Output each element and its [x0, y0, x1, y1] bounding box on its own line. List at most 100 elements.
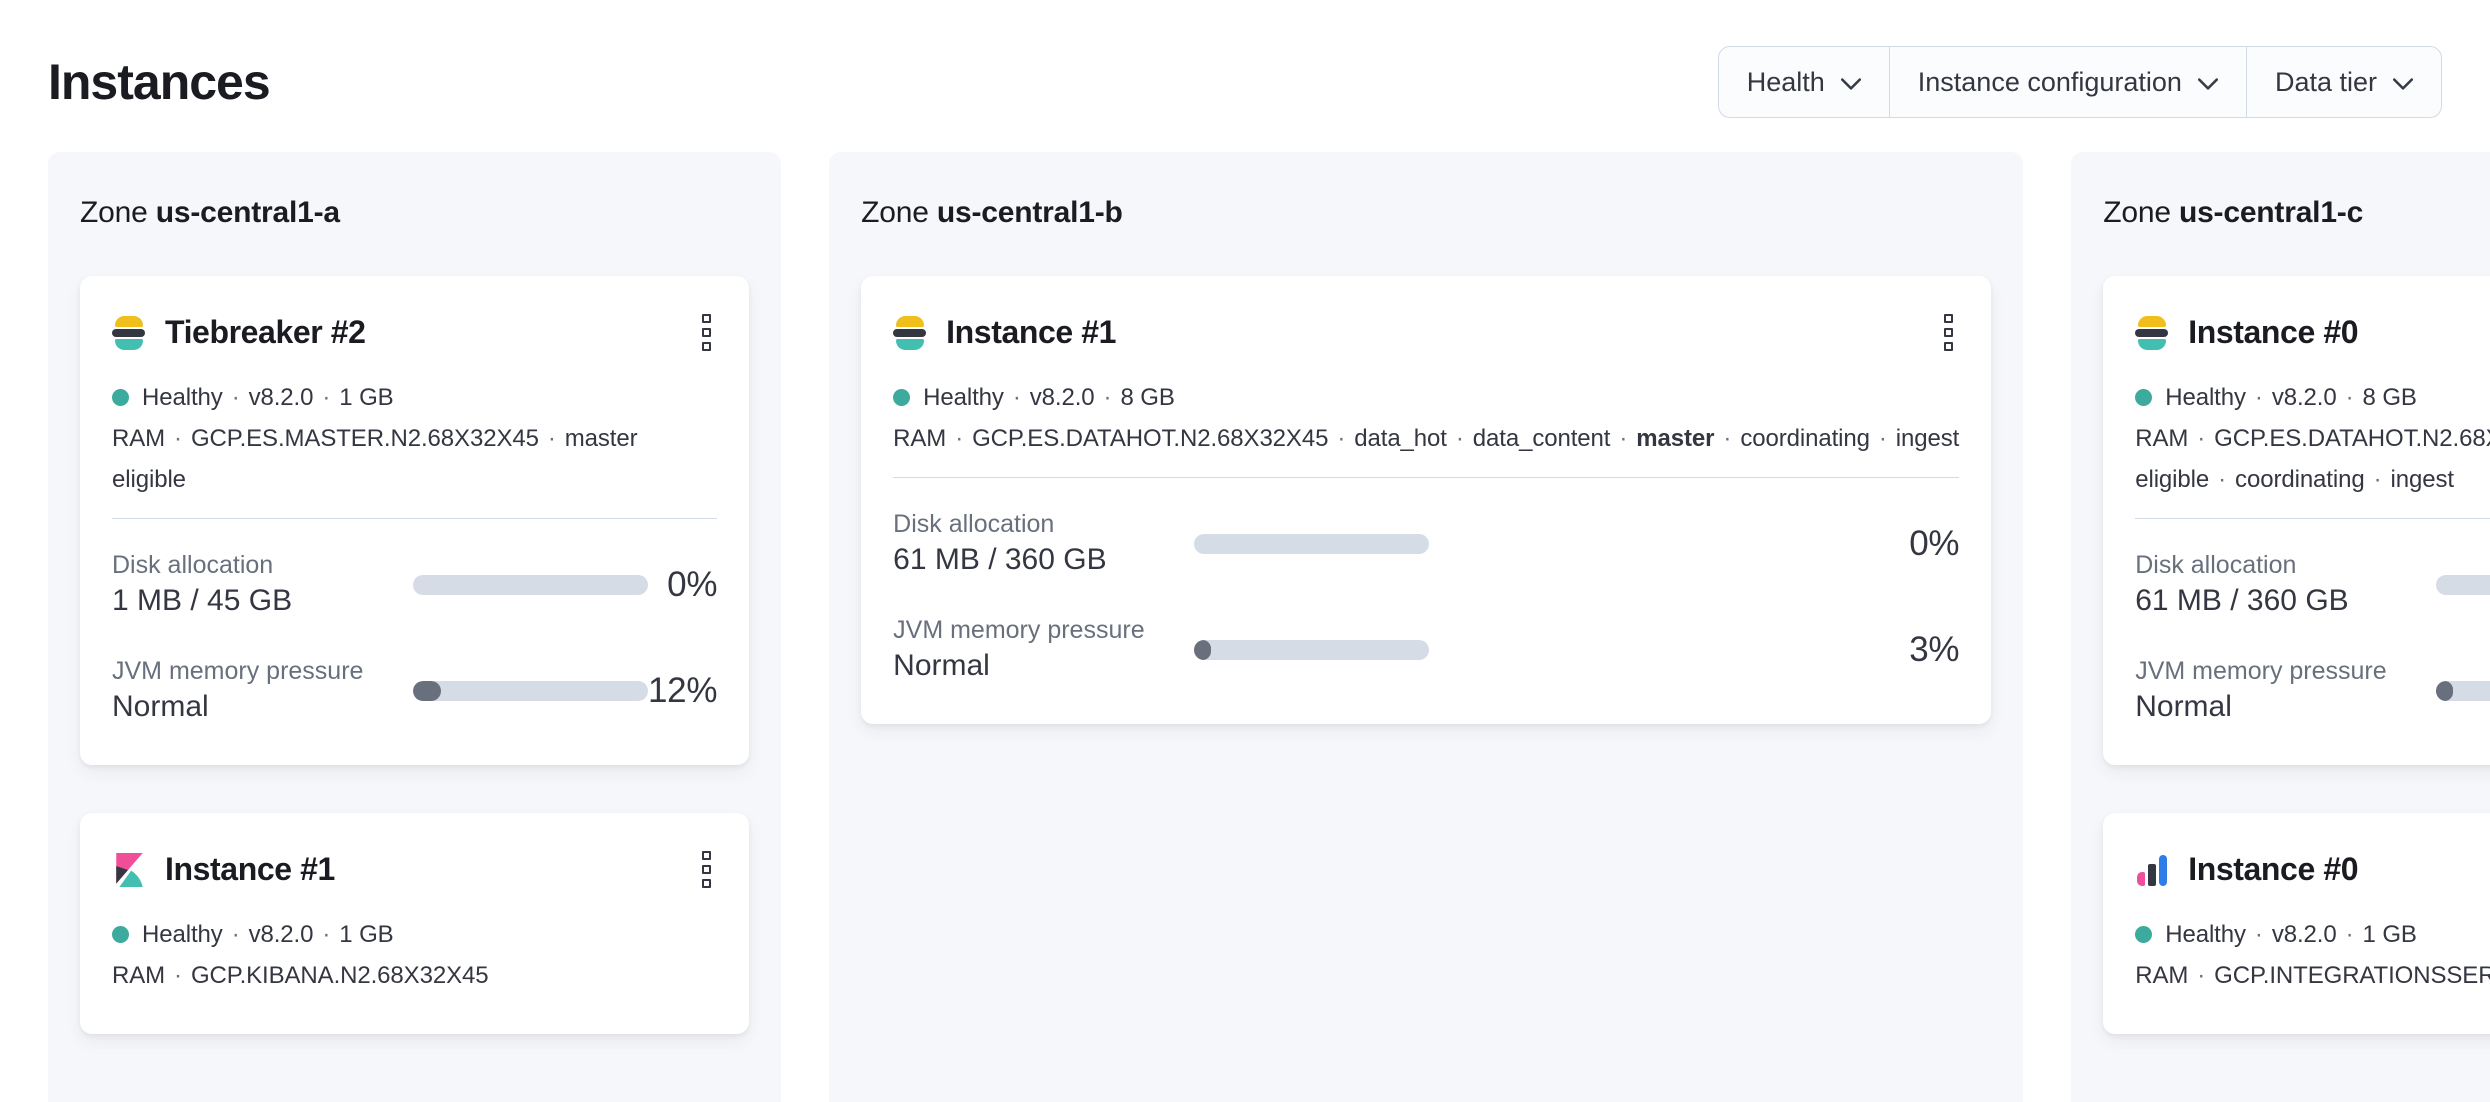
chevron-down-icon — [1840, 77, 1861, 90]
metric-percent: 12% — [648, 671, 718, 710]
chevron-down-icon — [2197, 77, 2218, 90]
zone-cards: Tiebreaker #2 Healthy · v8.2.0 · 1 GB RAM · GC… — [80, 276, 750, 1034]
metric-percent: 0% — [1909, 524, 1960, 563]
zone-panel-us-central1-b: Zone us-central1-b Instance #1 Healthy · v… — [829, 152, 2024, 1102]
zone-cards: Instance #1 Healthy · v8.2.0 · 8 GB RAM · GCP.… — [861, 276, 1992, 724]
card-metrics: Disk allocation 1 MB / 45 GB 0% JVM memo… — [112, 549, 717, 727]
meta-segment: coordinating — [1740, 425, 1870, 452]
meta-segment: v8.2.0 — [248, 384, 314, 411]
card-meta: Healthy · v8.2.0 · 1 GB RAM · GCP.INTEGRATIONS… — [2135, 914, 2490, 996]
metric-row: Disk allocation 61 MB / 360 GB 0% — [2135, 549, 2490, 621]
card-meta: Healthy · v8.2.0 · 8 GB RAM · GCP.ES.DATAHOT.N… — [893, 377, 1959, 459]
metric-value: Normal — [893, 649, 990, 682]
metric-progress-bar — [2436, 575, 2490, 595]
metric-row: JVM memory pressure Normal 3% — [893, 614, 1959, 686]
metric-value: 61 MB / 360 GB — [2135, 584, 2349, 617]
metric-percent: 0% — [667, 565, 718, 604]
meta-segment: ingest — [1895, 425, 1960, 452]
dot-separator: · — [1337, 425, 1346, 452]
card-divider — [112, 518, 718, 519]
filter-label: Instance configuration — [1917, 66, 2182, 97]
dot-separator: · — [2373, 466, 2382, 493]
dot-separator: · — [174, 425, 182, 452]
dot-separator: · — [174, 962, 182, 989]
meta-segment: master eligible — [112, 425, 638, 493]
metric-value: 1 MB / 45 GB — [112, 584, 293, 617]
meta-segment: 1 GB RAM — [112, 921, 394, 989]
meta-segment: master — [1636, 425, 1715, 452]
card-metrics: Disk allocation 61 MB / 360 GB 0% JVM me… — [893, 508, 1959, 686]
dot-separator: · — [1619, 425, 1628, 452]
health-status-label: Healthy — [2165, 921, 2246, 948]
zone-name: us-central1-c — [2178, 196, 2364, 229]
boxes-vertical-icon[interactable] — [1938, 310, 1959, 355]
meta-segment: data_hot — [1354, 425, 1447, 452]
meta-segment: v8.2.0 — [1029, 384, 1095, 411]
dot-separator: · — [2254, 921, 2263, 948]
meta-segment: 1 GB RAM — [112, 384, 394, 452]
dot-separator: · — [547, 425, 556, 452]
filter-label: Health — [1746, 66, 1825, 97]
metric-label: Disk allocation — [2135, 551, 2297, 579]
meta-segment: v8.2.0 — [248, 921, 314, 948]
elasticsearch-logo-icon — [2135, 315, 2169, 350]
dot-separator: · — [2197, 962, 2206, 989]
dot-separator: · — [1103, 384, 1112, 411]
filter-button-data-tier[interactable]: Data tier — [2245, 47, 2441, 117]
metric-row: Disk allocation 61 MB / 360 GB 0% — [893, 508, 1959, 580]
dot-separator: · — [322, 384, 331, 411]
card-header: Instance #0 — [2135, 847, 2490, 892]
health-dot-icon — [112, 926, 129, 943]
instance-card: Instance #1 Healthy · v8.2.0 · 1 GB RAM · GCP.… — [80, 813, 750, 1034]
health-status-label: Healthy — [923, 384, 1004, 411]
dot-separator: · — [2345, 384, 2354, 411]
card-meta: Healthy · v8.2.0 · 1 GB RAM · GCP.ES.MASTER.N2… — [112, 377, 717, 500]
card-title: Tiebreaker #2 — [165, 314, 366, 350]
page-title: Instances — [48, 54, 271, 110]
metric-progress-bar — [413, 681, 648, 701]
instance-card: Instance #0 Healthy · v8.2.0 · 1 GB RAM · GCP.… — [2103, 813, 2490, 1034]
card-title: Instance #0 — [2188, 314, 2359, 350]
metric-label: Disk allocation — [893, 510, 1055, 538]
health-status-label: Healthy — [142, 921, 223, 948]
dot-separator: · — [231, 921, 240, 948]
dot-separator: · — [955, 425, 964, 452]
filter-button-instance-configuration[interactable]: Instance configuration — [1888, 47, 2246, 117]
filter-button-health[interactable]: Health — [1719, 47, 1889, 117]
card-header: Tiebreaker #2 — [112, 310, 717, 355]
boxes-vertical-icon[interactable] — [696, 847, 717, 892]
meta-segment: 1 GB RAM — [2135, 921, 2417, 989]
chevron-down-icon — [2393, 77, 2413, 90]
card-header: Instance #1 — [112, 847, 717, 892]
metric-value: 61 MB / 360 GB — [893, 543, 1107, 576]
filter-label: Data tier — [2274, 66, 2377, 97]
card-meta: Healthy · v8.2.0 · 1 GB RAM · GCP.KIBANA.N2.68… — [112, 914, 717, 996]
meta-segment: data_content — [1472, 425, 1611, 452]
meta-segment: v8.2.0 — [2271, 921, 2337, 948]
meta-segment: 8 GB RAM — [893, 384, 1175, 452]
metric-label: Disk allocation — [112, 551, 274, 579]
metric-progress-bar — [413, 575, 648, 595]
dot-separator: · — [1723, 425, 1732, 452]
health-status-label: Healthy — [142, 384, 223, 411]
meta-segment: ingest — [2390, 466, 2455, 493]
zone-prefix: Zone — [861, 196, 937, 229]
metric-progress-bar — [1194, 640, 1430, 660]
boxes-vertical-icon[interactable] — [696, 310, 717, 355]
zone-panel-us-central1-a: Zone us-central1-a Tiebreaker #2 Healthy… — [48, 152, 782, 1102]
zone-name: us-central1-b — [936, 196, 1123, 229]
meta-segment: coordinating — [2235, 466, 2365, 493]
card-meta: Healthy · v8.2.0 · 8 GB RAM · GCP.ES.DATAHOT.N… — [2135, 377, 2490, 500]
dot-separator: · — [2197, 425, 2206, 452]
metric-progress-fill — [413, 681, 442, 701]
card-divider — [893, 477, 1960, 478]
meta-segment: GCP.ES.DATAHOT.N2.68X32X45 — [972, 425, 1329, 452]
health-dot-icon — [2135, 926, 2153, 943]
metric-label: JVM memory pressure — [112, 657, 364, 685]
metric-percent: 3% — [1909, 630, 1960, 669]
zone-label: Zone us-central1-c — [2103, 196, 2490, 230]
health-dot-icon — [2135, 389, 2153, 406]
metric-row: JVM memory pressure Normal 2% — [2135, 655, 2490, 727]
card-header: Instance #0 — [2135, 310, 2490, 355]
metric-progress-fill — [2436, 681, 2454, 701]
